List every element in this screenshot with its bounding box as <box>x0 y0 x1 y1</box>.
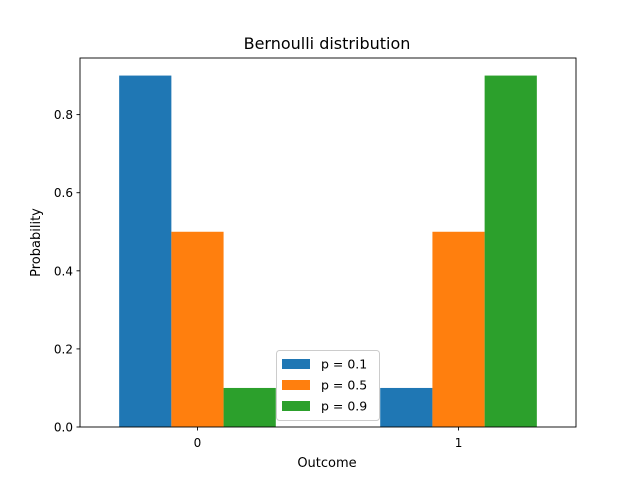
y-tick-label: 0.6 <box>54 186 73 200</box>
y-tick-label: 0.0 <box>54 421 73 435</box>
y-axis-label: Probability <box>29 208 44 277</box>
x-tick-label: 1 <box>455 436 463 450</box>
bar-p-0-9-0 <box>223 387 276 427</box>
legend-label: p = 0.1 <box>321 357 367 372</box>
y-tick-label: 0.2 <box>54 342 73 356</box>
bar-p-0-5-0 <box>171 231 224 427</box>
legend-label: p = 0.9 <box>321 399 367 414</box>
y-tick-label: 0.8 <box>54 108 73 122</box>
legend-swatch <box>282 380 310 390</box>
x-tick-label: 0 <box>194 436 202 450</box>
bar-p-0-9-1 <box>484 75 537 428</box>
bar-p-0-1-1 <box>380 387 433 427</box>
bars-group <box>119 75 537 428</box>
legend-swatch <box>282 359 310 369</box>
chart-title: Bernoulli distribution <box>244 34 411 53</box>
y-axis: 0.0 0.2 0.4 0.6 0.8 <box>54 108 80 435</box>
plot-frame <box>79 57 577 428</box>
bar-p-0-5-1 <box>432 231 485 427</box>
y-tick-label: 0.4 <box>54 264 73 278</box>
bar-p-0-1-0 <box>119 75 172 428</box>
legend-label: p = 0.5 <box>321 378 367 393</box>
x-axis-label: Outcome <box>297 456 356 471</box>
legend: p = 0.1 p = 0.5 p = 0.9 <box>276 350 380 421</box>
legend-swatch <box>282 401 310 411</box>
